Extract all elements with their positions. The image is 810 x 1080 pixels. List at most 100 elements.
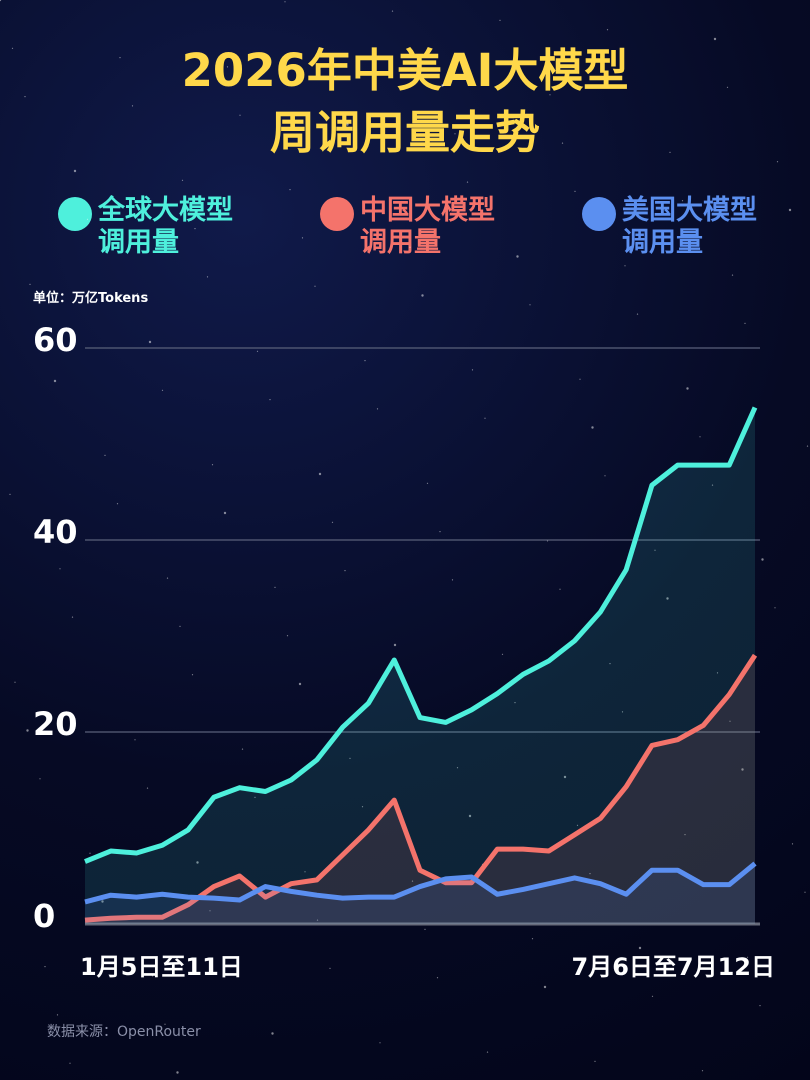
star [151, 975, 154, 977]
line [84, 406, 758, 864]
star [606, 29, 609, 31]
star [563, 775, 567, 779]
star [71, 616, 74, 618]
star [681, 200, 684, 202]
star [788, 208, 792, 212]
star [329, 967, 331, 970]
star [499, 19, 501, 21]
y-tick-label: 20 [33, 705, 78, 743]
star [104, 454, 106, 456]
star [241, 748, 244, 750]
star [26, 729, 29, 732]
area [85, 655, 755, 924]
star [716, 672, 719, 674]
unit-label: 单位：万亿Tokens [33, 291, 149, 306]
legend-swatch [582, 197, 616, 231]
star [759, 1005, 761, 1007]
star [741, 768, 744, 771]
star [546, 540, 549, 542]
chart-title: 2026年中美AI大模型周调用量走势 [181, 44, 629, 159]
y-tick-label: 60 [33, 321, 78, 359]
star [164, 1023, 166, 1025]
star [791, 843, 794, 845]
legend-label: 全球大模型调用量 [98, 195, 233, 258]
star [346, 123, 349, 126]
star [196, 861, 199, 864]
star [426, 482, 429, 484]
area [85, 407, 755, 924]
star [531, 938, 534, 940]
y-tick-label: 40 [33, 513, 78, 551]
star [44, 966, 46, 968]
star [41, 332, 44, 334]
star [136, 293, 139, 295]
star [148, 340, 152, 344]
star [624, 265, 626, 267]
star [514, 702, 516, 704]
x-tick-label: 1月5日至11日 [80, 953, 243, 981]
star [579, 378, 581, 380]
star [239, 114, 241, 116]
line [84, 861, 757, 905]
star [344, 570, 346, 572]
star [699, 436, 701, 438]
star [638, 946, 642, 950]
star [684, 834, 686, 836]
star [409, 246, 411, 248]
star [636, 313, 639, 315]
star [726, 86, 729, 88]
star [468, 814, 472, 818]
legend-item: 美国大模型调用量 [582, 195, 772, 259]
star [439, 531, 441, 533]
star [14, 681, 16, 683]
star [304, 871, 306, 873]
star [456, 767, 459, 769]
star [53, 379, 57, 383]
star [176, 1071, 179, 1074]
star [101, 900, 104, 903]
star [59, 568, 61, 570]
star [316, 919, 319, 921]
star [654, 549, 656, 551]
legend-label: 美国大模型调用量 [622, 195, 757, 258]
star [89, 852, 91, 854]
star [609, 663, 611, 665]
star [361, 806, 364, 808]
star [286, 635, 289, 637]
star [209, 910, 211, 912]
legend-item: 中国大模型调用量 [320, 195, 510, 259]
star [73, 169, 77, 173]
star [181, 179, 184, 181]
area [85, 863, 755, 924]
star [0, 0, 2, 2]
star [376, 408, 379, 410]
star [331, 521, 334, 523]
star [701, 1070, 704, 1072]
star [289, 189, 291, 191]
star [561, 142, 564, 144]
star [86, 218, 89, 220]
star [254, 796, 256, 799]
star [393, 643, 397, 647]
star [451, 579, 454, 581]
star [69, 1062, 71, 1064]
star [364, 360, 366, 362]
star [206, 276, 209, 278]
star [226, 66, 229, 68]
star [559, 588, 561, 590]
x-tick-label: 7月6日至7月12日 [572, 953, 776, 981]
star [744, 322, 746, 324]
star [746, 956, 749, 958]
star [334, 75, 336, 77]
star [56, 1014, 59, 1016]
star [24, 96, 26, 98]
star [131, 105, 134, 107]
star [466, 181, 469, 183]
star [211, 464, 214, 466]
star [301, 237, 304, 239]
star [349, 757, 351, 760]
star [194, 228, 196, 230]
star [298, 682, 302, 686]
